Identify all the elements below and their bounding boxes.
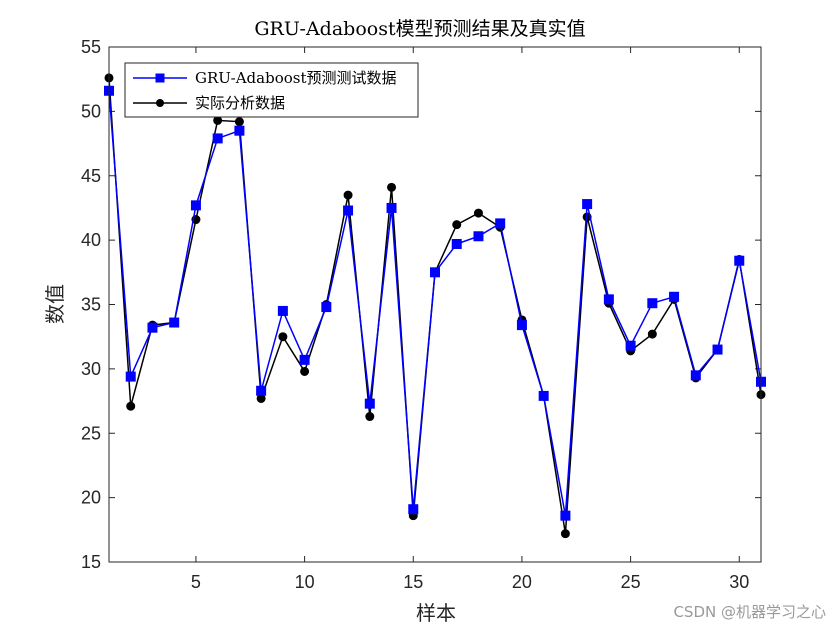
y-axis-label: 数值 xyxy=(43,284,67,324)
x-tick-label: 20 xyxy=(512,572,532,592)
data-point xyxy=(516,320,527,331)
y-tick-label: 50 xyxy=(81,101,101,121)
data-point xyxy=(343,190,353,200)
legend-item: GRU-Adaboost预测测试数据 xyxy=(133,69,397,87)
legend-marker xyxy=(155,73,165,83)
data-point xyxy=(560,510,571,521)
y-tick-labels: 15 20 25 30 35 40 45 50 55 xyxy=(81,37,101,572)
data-point xyxy=(473,231,484,242)
data-point xyxy=(647,298,658,309)
data-point xyxy=(560,529,570,539)
x-tick-label: 10 xyxy=(295,572,315,592)
series-layer xyxy=(104,73,766,539)
data-point xyxy=(712,344,723,355)
data-point xyxy=(647,329,657,339)
data-point xyxy=(408,504,419,515)
y-tick-label: 25 xyxy=(81,423,101,443)
x-tick-label: 30 xyxy=(729,572,749,592)
data-point xyxy=(387,182,397,192)
data-point xyxy=(277,305,288,316)
legend-box xyxy=(124,62,419,118)
data-point xyxy=(386,202,397,213)
y-tick-label: 55 xyxy=(81,37,101,57)
data-point xyxy=(669,291,680,302)
y-tick-label: 15 xyxy=(81,552,101,572)
plot-area xyxy=(109,47,761,562)
data-point xyxy=(234,125,245,136)
x-tick-labels: 5 10 15 20 25 30 xyxy=(191,572,749,592)
data-point xyxy=(256,385,267,396)
data-point xyxy=(538,390,549,401)
data-point xyxy=(126,401,136,411)
legend-label: 实际分析数据 xyxy=(195,94,285,112)
x-tick-label: 5 xyxy=(191,572,201,592)
y-tick-label: 20 xyxy=(81,488,101,508)
x-tick-label: 25 xyxy=(621,572,641,592)
data-point xyxy=(365,412,375,422)
x-tick-label: 15 xyxy=(403,572,423,592)
data-point xyxy=(452,220,462,230)
plot-frame xyxy=(108,46,762,563)
data-point xyxy=(169,317,180,328)
data-point xyxy=(300,366,310,376)
legend-marker xyxy=(156,99,164,107)
data-point xyxy=(343,205,354,216)
data-point xyxy=(125,371,136,382)
data-point xyxy=(451,238,462,249)
data-point xyxy=(430,267,440,278)
data-point xyxy=(625,340,636,351)
data-point xyxy=(147,322,158,333)
data-point xyxy=(473,208,483,218)
y-tick-label: 35 xyxy=(81,295,101,315)
data-point xyxy=(603,294,614,305)
data-point xyxy=(190,200,201,211)
data-point xyxy=(212,133,223,144)
legend-item: 实际分析数据 xyxy=(133,94,285,112)
chart-title: GRU-Adaboost模型预测结果及真实值 xyxy=(254,18,585,40)
y-tick-label: 40 xyxy=(81,230,101,250)
y-tick-label: 45 xyxy=(81,166,101,186)
data-point xyxy=(690,370,701,381)
watermark: CSDN @机器学习之心 xyxy=(673,603,826,621)
x-axis-label: 样本 xyxy=(416,601,456,625)
data-point xyxy=(321,302,332,313)
y-tick-label: 30 xyxy=(81,359,101,379)
data-point xyxy=(299,354,310,365)
data-point xyxy=(213,115,223,125)
data-point xyxy=(582,199,593,210)
plot-background xyxy=(109,47,761,562)
series-predicted xyxy=(104,85,766,521)
data-point xyxy=(278,332,288,342)
legend-label: GRU-Adaboost预测测试数据 xyxy=(195,69,397,87)
data-point xyxy=(234,117,244,127)
data-point xyxy=(734,255,745,266)
data-point xyxy=(364,398,375,409)
data-point xyxy=(495,218,506,229)
